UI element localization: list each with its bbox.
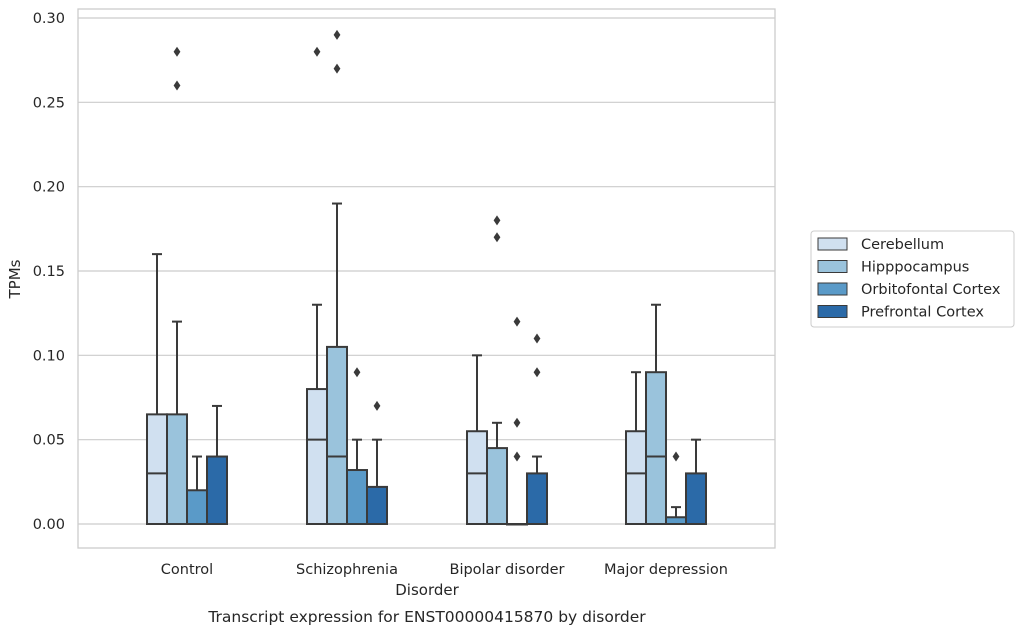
box-body — [665, 516, 687, 526]
box-cerebellum — [625, 371, 647, 526]
box-hipppocampus — [486, 215, 508, 526]
outlier-point — [313, 46, 321, 57]
x-tick-label: Major depression — [604, 562, 728, 578]
y-tick-label: 0.00 — [33, 517, 65, 533]
box-body — [326, 345, 348, 525]
outlier-point — [353, 367, 361, 378]
box-body — [685, 472, 707, 525]
x-axis-label: Disorder — [395, 581, 459, 599]
legend-swatch — [817, 282, 848, 296]
legend-swatch — [817, 305, 848, 318]
outlier-point — [513, 417, 521, 428]
legend: Cerebellum Hipppocampus Orbitofontal Corte… — [810, 230, 1015, 328]
legend-label: Prefrontal Cortex — [861, 305, 984, 321]
box-layer — [146, 29, 707, 526]
legend-swatch — [817, 237, 848, 251]
y-tick-label: 0.05 — [33, 433, 65, 449]
box-body — [206, 455, 228, 525]
box-body — [466, 430, 488, 526]
outlier-point — [333, 29, 341, 40]
plot-frame — [77, 8, 776, 549]
box-orbitofontal-cortex — [665, 451, 687, 526]
x-axis-ticks: Control Schizophrenia Bipolar disorder Majo… — [161, 562, 728, 578]
y-tick-label: 0.30 — [33, 11, 65, 27]
y-tick-label: 0.20 — [33, 180, 65, 196]
legend-swatch — [817, 260, 848, 273]
box-orbitofontal-cortex — [506, 316, 528, 526]
box-body — [526, 472, 548, 525]
legend-label: Hipppocampus — [861, 260, 969, 276]
box-body — [186, 489, 208, 525]
y-tick-label: 0.25 — [33, 95, 65, 111]
x-tick-label: Control — [161, 562, 213, 578]
box-body — [306, 388, 328, 526]
box-cerebellum — [466, 354, 488, 526]
box-hipppocampus — [326, 29, 348, 525]
chart-caption: Transcript expression for ENST0000041587… — [207, 608, 646, 626]
box-body — [486, 447, 508, 526]
x-tick-label: Bipolar disorder — [450, 562, 565, 578]
outlier-point — [533, 333, 541, 344]
box-body — [346, 469, 368, 526]
grid-layer — [78, 17, 775, 525]
box-cerebellum — [146, 253, 168, 525]
box-prefrontal-cortex — [366, 400, 388, 526]
box-body — [625, 430, 647, 526]
box-cerebellum — [306, 46, 328, 526]
outlier-point — [493, 232, 501, 243]
box-body — [645, 371, 667, 526]
outlier-point — [493, 215, 501, 226]
box-orbitofontal-cortex — [346, 367, 368, 526]
outlier-point — [672, 451, 680, 462]
box-body — [506, 523, 528, 526]
outlier-point — [513, 451, 521, 462]
box-body — [366, 485, 388, 526]
legend-label: Orbitofontal Cortex — [861, 282, 1001, 298]
box-prefrontal-cortex — [206, 404, 228, 525]
box-body — [146, 413, 168, 525]
outlier-point — [533, 367, 541, 378]
box-prefrontal-cortex — [685, 438, 707, 525]
outlier-point — [173, 80, 181, 91]
box-hipppocampus — [645, 303, 667, 526]
y-tick-label: 0.10 — [33, 348, 65, 364]
outlier-point — [173, 46, 181, 57]
legend-label: Cerebellum — [861, 237, 944, 253]
box-hipppocampus — [166, 46, 188, 525]
box-orbitofontal-cortex — [186, 455, 208, 525]
legend-frame — [810, 230, 1015, 328]
y-axis-ticks: 0.00 0.05 0.10 0.15 0.20 0.25 0.30 — [33, 11, 65, 533]
outlier-point — [373, 400, 381, 411]
y-axis-label: TPMs — [6, 259, 24, 299]
outlier-point — [333, 63, 341, 74]
box-body — [166, 413, 188, 525]
y-tick-label: 0.15 — [33, 264, 65, 280]
outlier-point — [513, 316, 521, 327]
box-prefrontal-cortex — [526, 333, 548, 525]
x-tick-label: Schizophrenia — [296, 562, 398, 578]
